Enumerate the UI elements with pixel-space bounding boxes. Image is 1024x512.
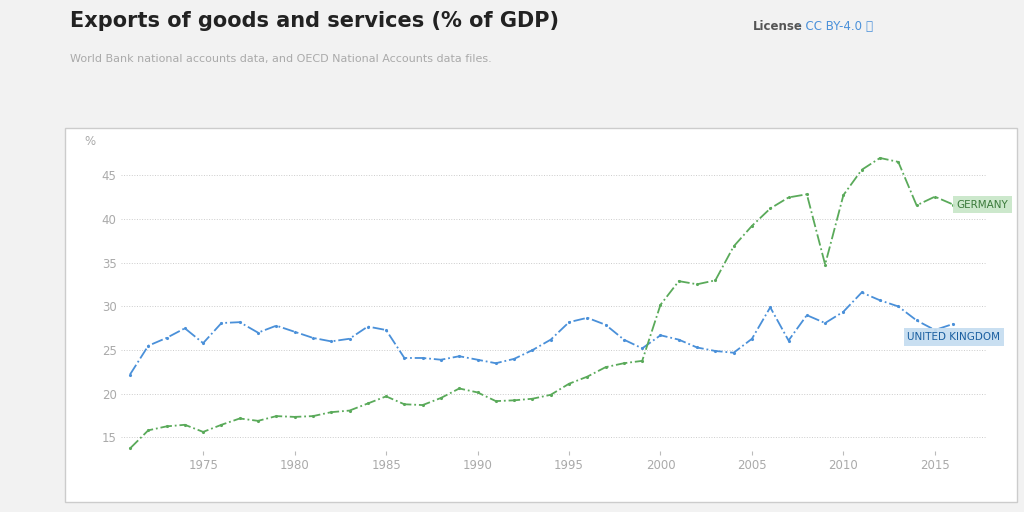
Text: World Bank national accounts data, and OECD National Accounts data files.: World Bank national accounts data, and O…	[70, 54, 492, 64]
Text: UNITED KINGDOM: UNITED KINGDOM	[907, 332, 1000, 342]
Text: : CC BY-4.0: : CC BY-4.0	[794, 20, 861, 33]
Text: %: %	[85, 135, 95, 147]
Text: Exports of goods and services (% of GDP): Exports of goods and services (% of GDP)	[70, 11, 559, 31]
Text: License: License	[753, 20, 803, 33]
Text: GERMANY: GERMANY	[956, 200, 1009, 209]
Text: ⓘ: ⓘ	[865, 20, 872, 33]
